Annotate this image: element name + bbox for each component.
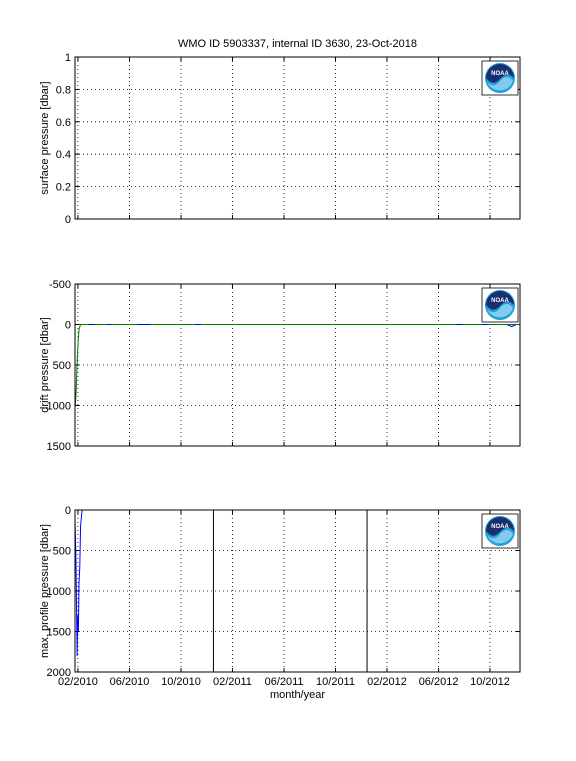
y-tick-label: 1500 bbox=[47, 441, 71, 453]
y-tick-label: 0.8 bbox=[56, 84, 71, 96]
y-axis-label: surface pressure [dbar] bbox=[39, 81, 51, 194]
logo-text: NOAA bbox=[491, 71, 509, 77]
y-tick-label: 2000 bbox=[47, 667, 71, 679]
y-tick-label: 1500 bbox=[47, 627, 71, 639]
plot-area bbox=[75, 284, 520, 446]
chart-title: WMO ID 5903337, internal ID 3630, 23-Oct… bbox=[178, 38, 417, 50]
x-axis-label: month/year bbox=[270, 689, 325, 701]
x-tick-label: 06/2011 bbox=[265, 676, 304, 688]
axes-frame bbox=[74, 56, 521, 220]
logo-bird bbox=[486, 64, 514, 83]
y-tick-label: 0 bbox=[65, 320, 71, 332]
series-line bbox=[74, 509, 520, 656]
noaa-logo: NOAA bbox=[481, 287, 519, 323]
logo-text: NOAA bbox=[491, 298, 509, 304]
logo-wave bbox=[487, 530, 513, 544]
x-tick-label: 10/2012 bbox=[470, 676, 510, 688]
y-tick-label: 0.2 bbox=[56, 182, 71, 194]
y-tick-label: 0.4 bbox=[56, 149, 71, 161]
y-tick-label: 1000 bbox=[47, 586, 71, 598]
y-tick-label: 500 bbox=[53, 546, 71, 558]
series-line bbox=[88, 324, 517, 328]
axes-frame bbox=[74, 509, 521, 673]
axes-frame bbox=[74, 283, 521, 447]
x-tick-label: 02/2012 bbox=[367, 676, 407, 688]
noaa-logo: NOAA bbox=[481, 513, 519, 549]
y-tick-label: -500 bbox=[49, 279, 71, 291]
logo-text: NOAA bbox=[491, 524, 509, 530]
y-axis-label: max. profile pressure [dbar] bbox=[39, 524, 51, 658]
y-tick-label: 1000 bbox=[47, 401, 71, 413]
logo-wave bbox=[487, 304, 513, 318]
x-tick-label: 10/2010 bbox=[161, 676, 201, 688]
logo-bird bbox=[486, 517, 514, 536]
y-tick-label: 0 bbox=[65, 505, 71, 517]
x-tick-label: 10/2011 bbox=[316, 676, 355, 688]
y-tick-label: 0.6 bbox=[56, 117, 71, 129]
x-tick-label: 06/2010 bbox=[110, 676, 150, 688]
plot-area bbox=[75, 510, 520, 672]
logo-bird bbox=[486, 291, 514, 310]
x-tick-label: 02/2010 bbox=[58, 676, 98, 688]
y-tick-label: 0 bbox=[65, 214, 71, 226]
noaa-logo: NOAA bbox=[481, 60, 519, 96]
plot-area bbox=[75, 57, 520, 219]
logo-wave bbox=[487, 77, 513, 91]
y-tick-label: 1 bbox=[65, 52, 71, 64]
x-tick-label: 06/2012 bbox=[419, 676, 459, 688]
y-tick-label: 500 bbox=[53, 360, 71, 372]
y-axis-label: drift pressure [dbar] bbox=[39, 317, 51, 412]
x-tick-label: 02/2011 bbox=[213, 676, 252, 688]
